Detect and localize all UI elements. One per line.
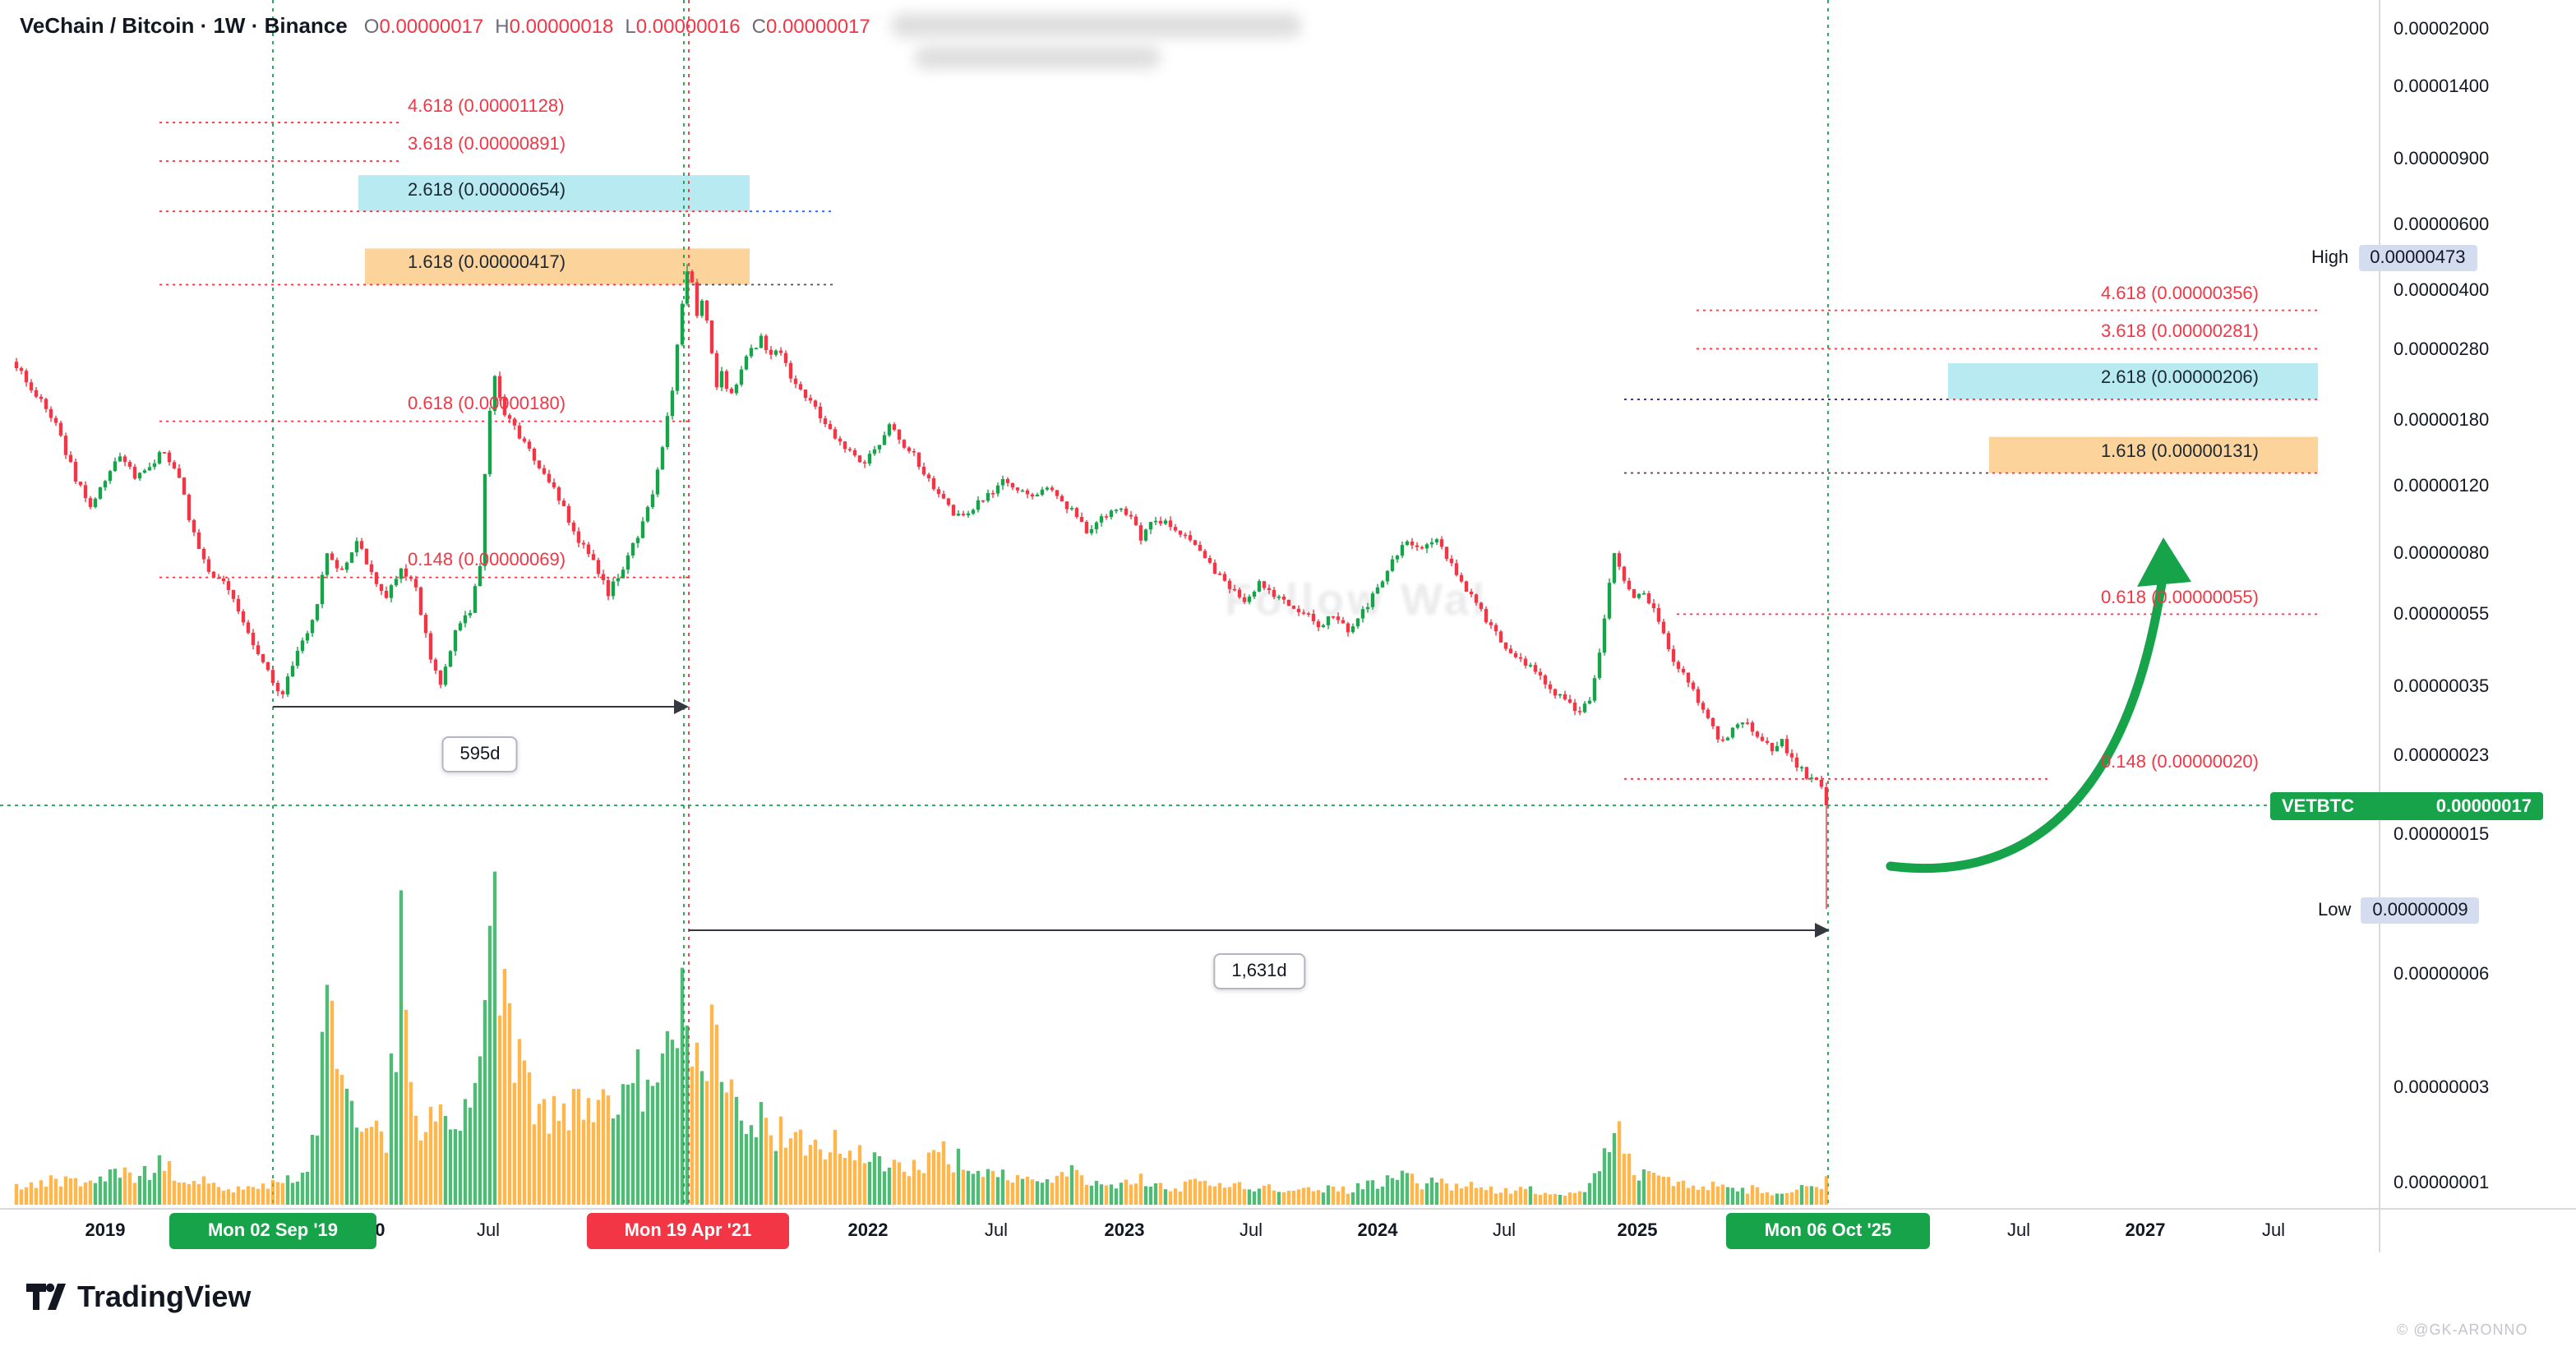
price-tick: 0.00000003 [2394,1078,2490,1098]
measure-arrowhead [1815,923,1830,938]
price-tick: 0.00000035 [2394,677,2490,697]
price-tick: 0.00000006 [2394,965,2490,984]
ohlc-low: L0.00000016 [625,14,741,37]
tradingview-icon [26,1283,66,1310]
volume-bars [14,871,1829,1205]
fib-band[interactable] [1948,363,2318,399]
chart-pane[interactable]: 4.618 (0.00001128) 3.618 (0.00000891) 2.61… [0,0,2379,1208]
time-tick: Jul [476,1221,501,1241]
price-tick: 0.00000055 [2394,605,2490,625]
redacted-smudge [891,13,1303,38]
low-value-badge: 0.00000009 [2361,897,2480,924]
high-value-badge: 0.00000473 [2358,245,2477,271]
time-axis-border [0,1208,2576,1210]
credit-watermark: © @GK-ARONNO [2397,1321,2528,1338]
time-tick: Jul [1492,1221,1517,1241]
time-tick: 2024 [1357,1221,1398,1241]
redacted-smudge [914,46,1161,69]
date-badge: Mon 06 Oct '25 [1726,1213,1930,1249]
ohlc-high: H0.00000018 [495,14,614,37]
price-tick: 0.00000180 [2394,411,2490,431]
fib-band[interactable] [358,175,750,212]
time-tick: 2023 [1104,1221,1145,1241]
date-badge: Mon 19 Apr '21 [587,1213,789,1249]
time-tick: Jul [1239,1221,1263,1241]
last-price-value: 0.00000017 [2435,796,2532,816]
time-tick: 2022 [847,1221,889,1241]
symbol-legend[interactable]: VeChain / Bitcoin · 1W · Binance O0.0000… [20,13,1303,38]
time-tick: 2019 [85,1221,126,1241]
price-chart-canvas[interactable] [0,0,2379,1208]
time-tick: 2025 [1617,1221,1658,1241]
time-tick: Jul [2261,1221,2286,1241]
last-price-badge: VETBTC 0.00000017 [2270,792,2543,820]
symbol-ticker: VETBTC [2282,796,2354,816]
price-tick: 0.00000015 [2394,825,2490,845]
price-tick: 0.00000280 [2394,340,2490,360]
high-price-label: High 0.00000473 [2311,245,2477,271]
ohlc-close: C0.00000017 [751,14,870,37]
price-tick: 0.00001400 [2394,77,2490,97]
symbol-title[interactable]: VeChain / Bitcoin · 1W · Binance [20,13,348,38]
price-axis[interactable]: 0.00002000 0.00001400 0.00000900 0.00000600… [2379,0,2576,1252]
price-tick: 0.00000900 [2394,150,2490,169]
trend-arrowhead [2137,537,2191,587]
time-tick: Jul [984,1221,1009,1241]
time-axis[interactable]: 2019Jul2020Jul2021Jul2022Jul2023Jul2024J… [0,1210,2379,1252]
low-price-label: Low 0.00000009 [2318,897,2480,924]
price-tick: 0.00000001 [2394,1173,2490,1193]
price-tick: 0.00000120 [2394,477,2490,496]
measure-arrowhead [674,699,689,714]
price-tick: 0.00002000 [2394,20,2490,39]
price-tick: 0.00000400 [2394,281,2490,301]
date-badge: Mon 02 Sep '19 [169,1213,376,1249]
chart-watermark: Follow Wal [1225,575,1488,625]
measure-label-1631d[interactable]: 1,631d [1213,953,1305,989]
trend-arrow[interactable] [1886,579,2167,874]
measure-label-595d[interactable]: 595d [441,736,519,772]
price-tick: 0.00000080 [2394,544,2490,564]
candles [14,264,1829,909]
fib-band[interactable] [1989,436,2318,473]
time-tick: 2027 [2125,1221,2166,1241]
tradingview-brand-text: TradingView [77,1280,252,1312]
price-tick: 0.00000023 [2394,746,2490,766]
price-tick: 0.00000600 [2394,215,2490,235]
ohlc-open: O0.00000017 [363,14,484,37]
tradingview-logo[interactable]: TradingView [23,1279,251,1315]
time-tick: Jul [2006,1221,2031,1241]
